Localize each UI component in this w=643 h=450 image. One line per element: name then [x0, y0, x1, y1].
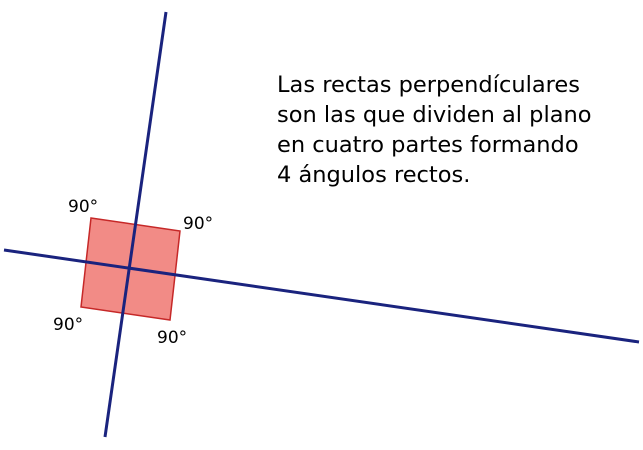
angle-label-top-left: 90°: [68, 197, 98, 217]
definition-line-1: Las rectas perpendículares: [277, 72, 580, 98]
angle-label-bottom-right: 90°: [157, 328, 187, 348]
definition-line-4: 4 ángulos rectos.: [277, 162, 471, 188]
horizontal-line: [3, 248, 640, 344]
definition-line-2: son las que dividen al plano: [277, 102, 592, 128]
vertical-line: [103, 11, 168, 438]
angle-label-top-right: 90°: [183, 214, 213, 234]
definition-text: Las rectas perpendículares son las que d…: [277, 70, 637, 190]
definition-line-3: en cuatro partes formando: [277, 132, 579, 158]
angle-label-bottom-left: 90°: [53, 315, 83, 335]
